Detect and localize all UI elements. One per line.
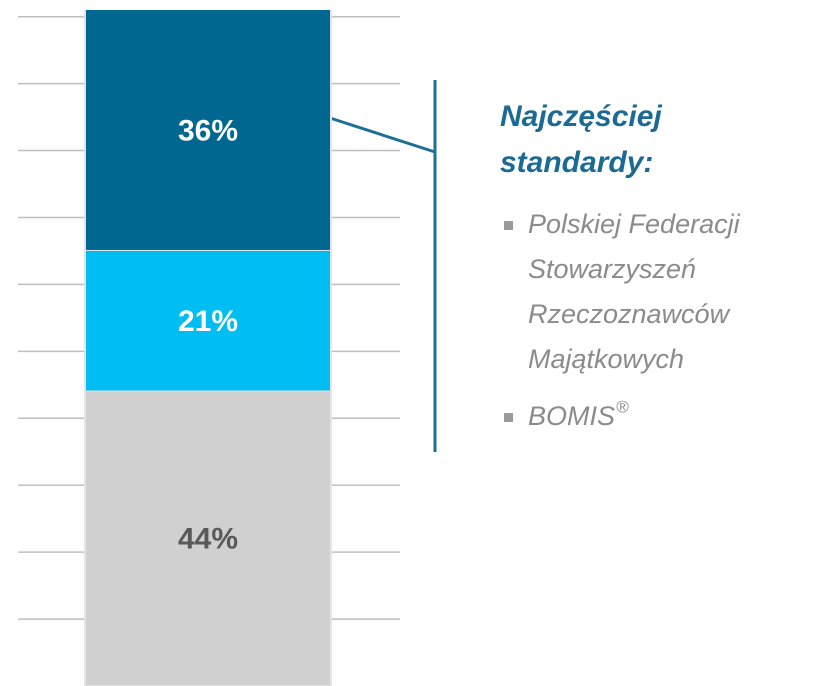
annotation-title: Najczęściej [500, 100, 662, 133]
bullet-text: Polskiej Federacji [528, 209, 741, 239]
data-label: 36% [178, 114, 238, 147]
bullet-text: Rzeczoznawców [528, 299, 731, 329]
bullet-text: Majątkowych [528, 344, 684, 374]
bullet [504, 413, 513, 422]
bar-segment [86, 391, 330, 685]
bullet-sup: ® [616, 397, 629, 416]
bullet-text: BOMIS [528, 401, 615, 431]
bar-segment [86, 250, 330, 391]
bar-segment [86, 10, 330, 250]
bullet-text: Stowarzyszeń [528, 254, 696, 284]
data-label: 44% [178, 523, 238, 556]
annotation-title: standardy: [500, 146, 653, 179]
connector [329, 116, 436, 154]
bullet [504, 221, 513, 230]
data-label: 21% [178, 305, 238, 338]
